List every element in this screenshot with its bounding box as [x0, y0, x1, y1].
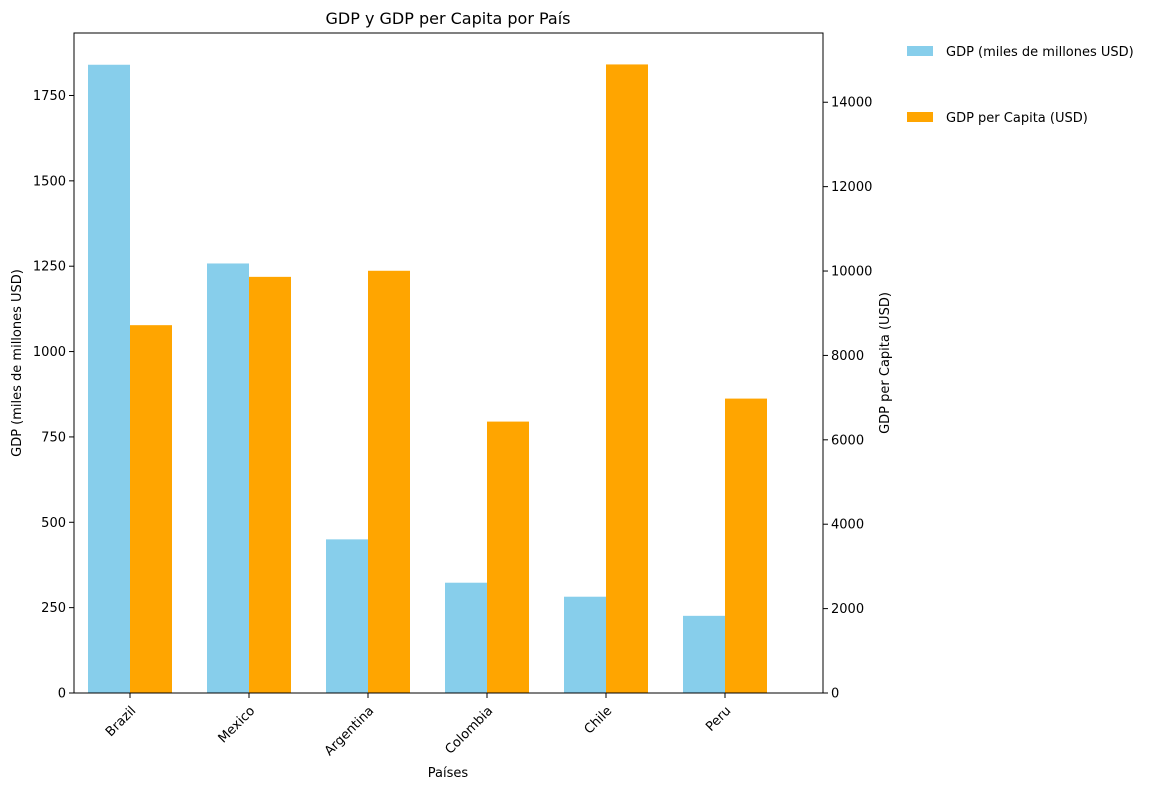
y-right-tick-label: 12000: [831, 180, 872, 195]
y-axis-right-title: GDP per Capita (USD): [878, 292, 893, 434]
bar-gdp-per-capita-argentina: [368, 270, 410, 693]
y-right-tick-label: 2000: [831, 602, 864, 617]
y-left-tick-label: 250: [41, 601, 66, 616]
bar-gdp-colombia: [445, 582, 487, 693]
y-left-tick-label: 1250: [33, 260, 66, 275]
legend: GDP (miles de millones USD) GDP per Capit…: [907, 45, 1134, 126]
y-axis-left-title: GDP (miles de millones USD): [10, 269, 25, 457]
plot-frame: [73, 32, 824, 694]
bar-gdp-peru: [683, 615, 725, 693]
y-right-tick-label: 14000: [831, 96, 872, 111]
bar-gdp-brazil: [88, 64, 130, 693]
right-y-axis: 0 2000 4000 6000 8000 10000 12000 14000: [823, 96, 872, 702]
x-tick-label-brazil: Brazil: [103, 704, 139, 740]
x-axis-title: Países: [428, 766, 469, 781]
y-right-tick-label: 4000: [831, 518, 864, 533]
x-tick-label-chile: Chile: [582, 704, 616, 738]
bar-gdp-mexico: [207, 263, 249, 693]
bar-gdp-per-capita-peru: [725, 398, 767, 693]
y-right-tick-label: 6000: [831, 433, 864, 448]
y-right-tick-label: 0: [831, 687, 839, 702]
bar-gdp-chile: [564, 596, 606, 693]
y-left-tick-label: 1500: [33, 174, 66, 189]
legend-swatch: [907, 112, 933, 122]
bar-gdp-per-capita-brazil: [130, 325, 172, 693]
y-right-tick-label: 8000: [831, 349, 864, 364]
legend-swatch: [907, 46, 933, 56]
y-left-tick-label: 0: [58, 687, 66, 702]
bar-gdp-per-capita-chile: [606, 64, 648, 694]
chart-title: GDP y GDP per Capita por País: [326, 9, 571, 28]
bars-layer: [88, 64, 767, 694]
y-left-tick-label: 750: [41, 430, 66, 445]
bar-gdp-per-capita-mexico: [249, 276, 291, 693]
bar-gdp-argentina: [326, 539, 368, 693]
y-left-tick-label: 1750: [33, 89, 66, 104]
x-tick-label-mexico: Mexico: [216, 704, 259, 747]
x-tick-label-argentina: Argentina: [322, 704, 377, 759]
y-right-tick-label: 10000: [831, 265, 872, 280]
bar-gdp-per-capita-colombia: [487, 421, 529, 693]
y-left-tick-label: 1000: [33, 345, 66, 360]
legend-label: GDP (miles de millones USD): [946, 45, 1134, 60]
x-axis: Brazil Mexico Argentina Colombia Chile Peru: [103, 693, 734, 759]
x-tick-label-colombia: Colombia: [442, 704, 496, 758]
y-left-tick-label: 500: [41, 516, 66, 531]
x-tick-label-peru: Peru: [703, 704, 734, 735]
left-y-axis: 0 250 500 750 1000 1250 1500 1750: [33, 89, 74, 702]
legend-label: GDP per Capita (USD): [946, 111, 1088, 126]
